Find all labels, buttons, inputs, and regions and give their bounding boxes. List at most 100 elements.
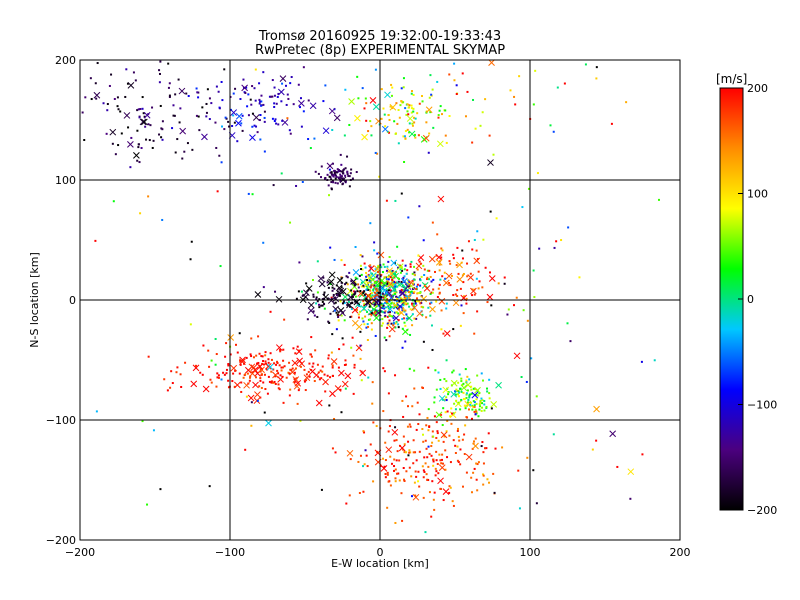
data-point [294,367,297,370]
data-point [413,387,416,390]
data-point [367,318,370,321]
data-point [312,310,315,313]
data-point [422,433,425,436]
data-point [394,292,397,295]
data-point [483,447,486,450]
data-point [383,265,386,268]
data-point-cross [346,301,353,309]
data-point [429,302,432,305]
data-point [339,170,342,173]
data-point [106,109,109,112]
data-point [314,170,317,173]
data-point [357,283,360,286]
data-point [343,363,346,366]
data-point [244,91,247,94]
data-point [287,97,290,100]
data-point [445,396,448,399]
data-point [484,98,487,101]
data-point [482,474,485,477]
data-point [352,354,355,357]
data-point [350,307,353,310]
data-point [406,103,409,106]
data-point [456,429,459,432]
data-point [465,471,468,474]
data-point [250,103,253,106]
data-point [384,476,387,479]
data-point [223,68,226,71]
data-point [258,119,261,122]
x-tick-label: 0 [377,546,384,559]
data-point [312,293,315,296]
data-point [262,241,265,244]
data-point [448,260,451,263]
data-point [456,393,459,396]
data-point [369,443,372,446]
data-point [326,173,329,176]
data-point [352,293,355,296]
data-point [255,376,258,379]
data-point [267,358,270,361]
data-point [359,310,362,313]
data-point [339,300,342,303]
data-point [416,297,419,300]
data-point [217,376,220,379]
data-point [381,457,384,460]
data-point [438,269,441,272]
data-point [316,315,319,318]
data-point-cross [143,111,151,119]
data-point [380,88,383,91]
data-point [215,85,218,88]
data-point [425,121,428,124]
data-point [316,260,319,263]
data-point [287,371,290,374]
data-point [441,424,444,427]
data-point [484,266,487,269]
data-point [400,288,403,291]
data-point [387,311,390,314]
data-point [478,392,481,395]
data-point-cross [239,358,246,366]
data-point [275,102,278,105]
data-point [191,148,194,151]
data-point [365,326,368,329]
data-point [488,134,491,137]
data-point [482,379,485,382]
data-point [389,307,392,310]
data-point [330,178,333,181]
data-point [470,385,473,388]
data-point [308,362,311,365]
data-point [388,300,391,303]
data-point [435,470,438,473]
data-point [136,109,139,112]
data-point [395,295,398,298]
data-point [448,281,451,284]
data-point [281,119,284,122]
data-point [337,169,340,172]
data-point [251,85,254,88]
data-point [268,95,271,98]
data-point [227,386,230,389]
data-point [371,291,374,294]
data-point [432,126,435,129]
data-point-cross [411,304,418,312]
data-point [473,405,476,408]
data-point [345,502,348,505]
data-point [263,150,266,153]
data-point [530,357,533,360]
data-point [244,373,247,376]
data-point [395,306,398,309]
data-point [108,84,111,87]
data-point [223,373,226,376]
data-point [486,390,489,393]
data-point-cross [435,253,443,261]
data-point-cross [303,289,310,297]
data-point [350,315,353,318]
data-point [403,480,406,483]
data-point [330,351,333,354]
data-point [476,374,479,377]
data-point-cross [309,102,317,110]
data-point [327,184,330,187]
data-point-cross [488,275,496,282]
data-point [316,300,319,303]
data-point [472,400,475,403]
